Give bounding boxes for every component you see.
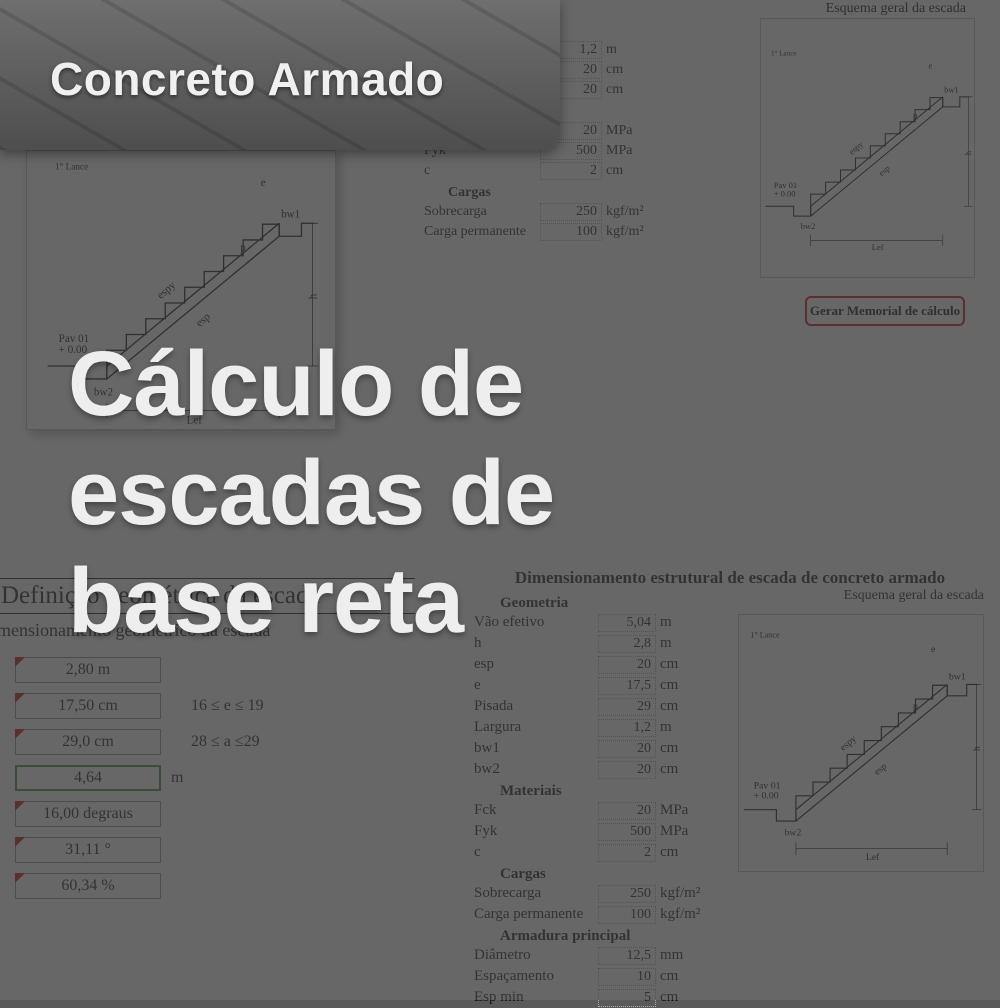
main-title: Cálculo de escadas de base reta <box>68 330 554 656</box>
title-line-2: escadas de <box>68 439 554 548</box>
title-line-3: base reta <box>68 547 554 656</box>
title-line-1: Cálculo de <box>68 330 554 439</box>
category-label: Concreto Armado <box>50 52 444 106</box>
category-banner: Concreto Armado <box>0 0 560 150</box>
